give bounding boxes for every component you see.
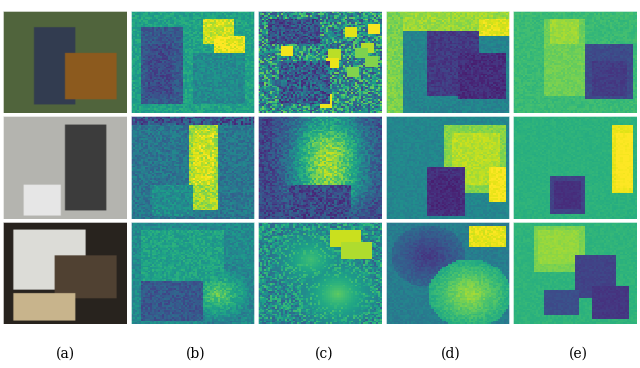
Text: (d): (d) xyxy=(442,346,461,360)
Text: (a): (a) xyxy=(56,346,76,360)
Text: (b): (b) xyxy=(186,346,205,360)
Text: (e): (e) xyxy=(568,346,588,360)
Text: (c): (c) xyxy=(315,346,334,360)
